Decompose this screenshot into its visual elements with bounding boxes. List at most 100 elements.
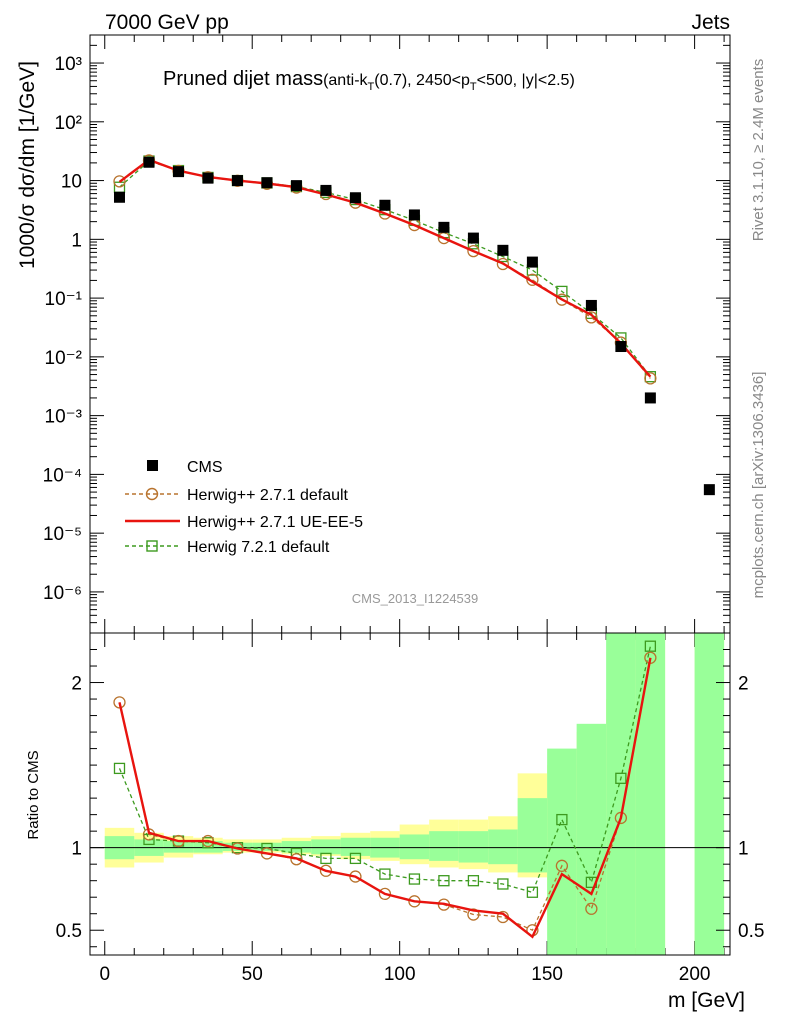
watermark: CMS_2013_I1224539 <box>352 591 479 606</box>
ratio-herwig7-point <box>379 868 391 880</box>
cms-point <box>585 299 597 311</box>
y-tick-label: 10⁻² <box>45 348 83 369</box>
cms-point <box>644 392 656 404</box>
band-green-bin <box>311 839 341 855</box>
title-cut-2: T <box>368 81 375 93</box>
ratio-y-tick-label: 0.5 <box>56 921 82 942</box>
y-tick-label: 10⁻⁵ <box>43 524 82 545</box>
cms-point <box>172 166 184 178</box>
x-tick-label: 200 <box>679 964 711 985</box>
legend-marker-cms <box>147 460 158 471</box>
ratio-herwigpp-default-point <box>378 887 392 901</box>
band-green-bin <box>488 829 518 865</box>
x-tick-label: 0 <box>99 964 110 985</box>
herwig7-point <box>556 285 568 298</box>
x-tick-label: 150 <box>531 964 563 985</box>
ratio-herwigpp-default-point <box>290 853 303 866</box>
title-cut-4: T <box>470 81 477 93</box>
herwigpp-ueee5-line <box>118 158 652 378</box>
x-tick-label: 50 <box>242 964 263 985</box>
ratio-herwigpp-default-point <box>113 696 126 709</box>
header-right: Jets <box>691 11 730 34</box>
ratio-herwigpp-default-point <box>467 908 480 921</box>
herwigpp-default-point <box>585 311 598 324</box>
title-cut-3: (0.7), 2450<p <box>374 72 470 89</box>
herwigpp-default-point <box>467 244 480 258</box>
y-tick-label: 10⁻¹ <box>45 289 83 310</box>
cms-point <box>438 221 450 233</box>
band-green-bin <box>606 633 636 955</box>
rivet-label: Rivet 3.1.10, ≥ 2.4M events <box>750 59 767 242</box>
ratio-herwigpp-default-point <box>585 902 598 915</box>
cms-point <box>143 156 155 168</box>
title-cut-5: <500, |y|<2.5) <box>477 72 575 89</box>
y-tick-label: 10² <box>55 113 82 134</box>
xlabel: m [GeV] <box>668 989 745 1012</box>
header-left: 7000 GeV pp <box>105 11 229 34</box>
herwigpp-default-point <box>526 273 539 286</box>
cms-point <box>349 192 361 204</box>
top-ylabel: 1000/σ dσ/dm [1/GeV] <box>16 61 39 269</box>
ratio-herwigpp-default-point <box>555 859 569 872</box>
ratio-herwig7-line <box>118 646 652 894</box>
y-tick-label: 10³ <box>55 54 82 75</box>
bottom-panel-frame <box>89 632 731 956</box>
ratio-y-tick-label-right: 0.5 <box>738 921 764 942</box>
cms-point <box>113 191 125 203</box>
legend-label-herwig7: Herwig 7.2.1 default <box>187 539 330 556</box>
ratio-herwig7-point <box>467 875 480 887</box>
band-green-bin <box>222 842 253 851</box>
y-tick-label: 10⁻³ <box>45 407 83 428</box>
band-green-bin <box>576 723 607 955</box>
cms-point <box>290 180 302 192</box>
ratio-herwig7-point <box>615 772 627 784</box>
band-green-bin <box>517 798 548 873</box>
cms-point <box>526 256 538 268</box>
top-panel-frame <box>89 34 731 634</box>
legend-marker-herwigpp-default <box>145 487 159 501</box>
cms-point <box>320 184 332 196</box>
ratio-herwig7-point <box>349 852 362 865</box>
band-green-bin <box>547 748 577 955</box>
band-green-bin <box>458 831 489 863</box>
y-tick-label: 10⁻⁶ <box>43 583 82 604</box>
ratio-herwig7-point <box>556 813 568 826</box>
band-green-bin <box>281 841 312 853</box>
band-green-bin <box>429 831 459 861</box>
band-green-bin <box>694 633 725 955</box>
herwigpp-default-point <box>555 293 569 306</box>
ratio-herwig7-point <box>526 886 539 898</box>
band-green-bin <box>340 837 371 856</box>
y-tick-label: 10 <box>61 172 82 193</box>
title-cut-1: (anti-k <box>323 72 368 89</box>
ratio-herwig7-point <box>113 762 126 775</box>
legend: CMS Herwig++ 2.7.1 default Herwig++ 2.7.… <box>125 459 363 556</box>
band-green-bin <box>635 633 666 955</box>
band-green-bin <box>252 842 282 851</box>
cms-point <box>408 209 420 221</box>
cms-point <box>467 232 479 244</box>
legend-label-herwigpp-default: Herwig++ 2.7.1 default <box>187 487 349 504</box>
ratio-y-tick-label: 2 <box>71 674 82 695</box>
band-green-bin <box>399 834 430 860</box>
ratio-herwig7-point <box>644 640 657 652</box>
cms-point <box>703 484 715 496</box>
legend-marker-herwig7 <box>146 540 158 552</box>
ratio-y-tick-label-right: 2 <box>738 674 749 695</box>
herwigpp-default-line <box>119 159 651 379</box>
ratio-herwigpp-ueee5-line <box>118 657 652 939</box>
ratio-herwig7-point <box>497 878 509 890</box>
cms-point <box>231 175 243 187</box>
y-tick-label: 1 <box>71 230 82 251</box>
herwig7-line <box>119 160 651 378</box>
cms-point <box>497 244 509 256</box>
bottom-ylabel: Ratio to CMS <box>25 750 42 839</box>
cms-point <box>615 341 627 353</box>
mcplots-label: mcplots.cern.ch [arXiv:1306.3436] <box>750 372 767 599</box>
herwigpp-default-point <box>644 372 657 385</box>
ratio-herwig7-point <box>408 873 421 885</box>
x-tick-label: 100 <box>384 964 416 985</box>
cms-point <box>202 172 214 184</box>
legend-label-herwigpp-ueee5: Herwig++ 2.7.1 UE-EE-5 <box>187 514 363 531</box>
